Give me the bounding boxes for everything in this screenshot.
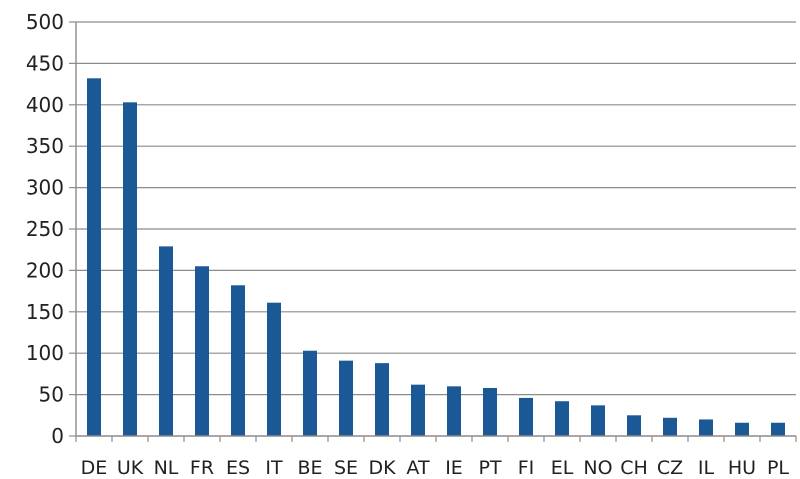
- x-tick-label: CZ: [657, 457, 683, 479]
- x-tick-label: ES: [226, 457, 250, 479]
- bar-fi: [519, 397, 533, 436]
- bar-uk: [123, 102, 137, 436]
- axes: [75, 22, 796, 437]
- x-tick-label: FR: [190, 457, 214, 479]
- y-tick-label: 150: [26, 300, 64, 324]
- y-tick-label: 400: [26, 93, 64, 117]
- bar-pl: [771, 422, 785, 436]
- bar-es: [231, 285, 245, 436]
- x-tick-label: SE: [334, 457, 358, 479]
- x-tick-label: UK: [117, 457, 144, 479]
- x-tick-label: IT: [265, 457, 283, 479]
- bars: [87, 78, 785, 436]
- y-tick-label: 300: [26, 176, 64, 200]
- y-tick-label: 50: [39, 383, 64, 407]
- x-tick-label: AT: [406, 457, 430, 479]
- bar-ch: [627, 415, 641, 436]
- y-axis-ticks: 0 50 100 150 200 250 300 350 400 450 500: [26, 10, 76, 448]
- bar-at: [411, 384, 425, 436]
- bar-pt: [483, 387, 497, 436]
- y-tick-label: 250: [26, 217, 64, 241]
- y-tick-label: 500: [26, 10, 64, 34]
- y-tick-label: 350: [26, 134, 64, 158]
- x-tick-label: PT: [478, 457, 501, 479]
- x-tick-label: DE: [81, 457, 108, 479]
- gridlines: [76, 21, 796, 396]
- bar-hu: [735, 422, 749, 436]
- x-tick-label: IE: [445, 457, 463, 479]
- bar-el: [555, 401, 569, 436]
- y-tick-label: 0: [51, 424, 64, 448]
- x-axis-ticks: DE UK NL FR ES IT BE SE DK AT IE PT FI EL NO CH CZ IL HU PL: [75, 436, 797, 479]
- bar-nl: [159, 246, 173, 436]
- x-tick-label: FI: [518, 457, 535, 479]
- bar-fr: [195, 266, 209, 436]
- x-tick-label: CH: [620, 457, 648, 479]
- x-tick-label: NO: [583, 457, 612, 479]
- x-tick-label: HU: [728, 457, 756, 479]
- x-tick-label: BE: [297, 457, 322, 479]
- x-tick-label: DK: [368, 457, 396, 479]
- y-tick-label: 450: [26, 51, 64, 75]
- bar-ie: [447, 386, 461, 436]
- bar-cz: [663, 417, 677, 436]
- bar-no: [591, 405, 605, 436]
- bar-se: [339, 360, 353, 436]
- x-tick-label: PL: [767, 457, 789, 479]
- bar-de: [87, 78, 101, 436]
- bar-be: [303, 350, 317, 436]
- y-tick-label: 200: [26, 258, 64, 282]
- x-tick-label: EL: [551, 457, 574, 479]
- bar-it: [267, 302, 281, 436]
- x-tick-label: IL: [698, 457, 715, 479]
- y-tick-label: 100: [26, 341, 64, 365]
- bar-dk: [375, 363, 389, 436]
- bar-il: [699, 419, 713, 436]
- x-tick-label: NL: [154, 457, 179, 479]
